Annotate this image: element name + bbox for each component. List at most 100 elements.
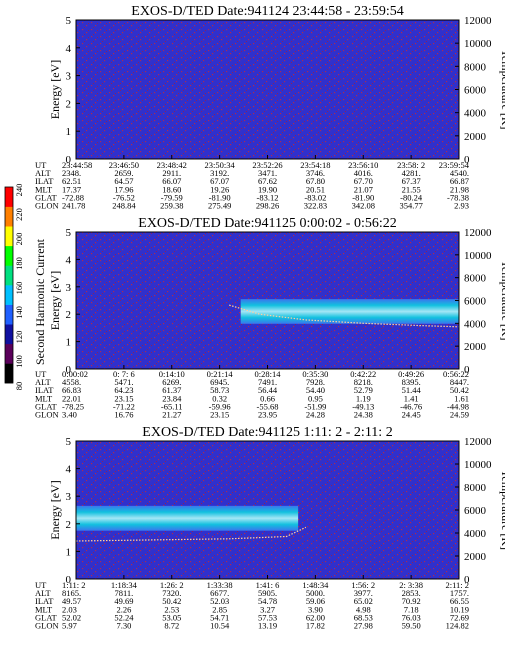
- ephemeris-value: 0:56:22: [443, 369, 469, 379]
- temperature-tick-label: 12000: [464, 15, 492, 27]
- ephemeris-value: 58.73: [210, 385, 229, 395]
- ephemeris-value: 1:56: 2: [351, 580, 375, 590]
- ephemeris-row-label: UT: [35, 369, 47, 379]
- ephemeris-value: 0.32: [212, 393, 227, 403]
- ephemeris-value: 2659.: [114, 168, 133, 178]
- ephemeris-value: 4558.: [62, 377, 81, 387]
- ephemeris-value: 23:46:50: [109, 160, 139, 170]
- ephemeris-value: 2911.: [162, 168, 181, 178]
- ephemeris-value: 3.40: [62, 410, 77, 420]
- energy-tick-label: 0: [66, 574, 72, 586]
- ephemeris-value: 67.70: [354, 176, 373, 186]
- ephemeris-value: 67.80: [306, 176, 325, 186]
- ephemeris-value: 0:49:26: [398, 369, 424, 379]
- ephemeris-value: 8447.: [450, 377, 469, 387]
- ephemeris-row-label: GLON: [35, 201, 59, 211]
- ephemeris-value: 21.55: [402, 184, 421, 194]
- ephemeris-value: 10.54: [210, 621, 230, 631]
- ephemeris-value: 61.37: [162, 385, 181, 395]
- ephemeris-value: 18.60: [162, 184, 181, 194]
- ephemeris-value: 259.38: [160, 201, 183, 211]
- ephemeris-value: 4281.: [402, 168, 421, 178]
- ephemeris-value: -76.52: [113, 192, 135, 202]
- ephemeris-value: 6269.: [162, 377, 181, 387]
- temperature-tick-label: 0: [464, 574, 470, 586]
- ephemeris-value: 0:14:10: [159, 369, 185, 379]
- ephemeris-value: 124.82: [446, 621, 469, 631]
- ephemeris-value: 54.78: [258, 596, 277, 606]
- ephemeris-value: 52.24: [114, 612, 134, 622]
- ephemeris-value: 1:33:38: [207, 580, 233, 590]
- temperature-tick-label: 2000: [464, 131, 487, 143]
- ephemeris-value: 27.98: [354, 621, 373, 631]
- temperature-tick-label: 10000: [464, 38, 492, 50]
- ephemeris-value: 2.03: [62, 604, 77, 614]
- ephemeris-value: 56.44: [258, 385, 278, 395]
- ephemeris-value: 1.41: [404, 393, 419, 403]
- ephemeris-value: 5471.: [114, 377, 133, 387]
- colorbar-tick-label: 140: [14, 306, 24, 319]
- ephemeris-value: -59.96: [209, 401, 231, 411]
- energy-tick-label: 3: [66, 491, 72, 503]
- ephemeris-value: 7.18: [404, 604, 419, 614]
- energy-tick-label: 1: [66, 337, 72, 349]
- temperature-tick-label: 6000: [464, 85, 487, 97]
- ephemeris-value: 66.83: [62, 385, 81, 395]
- plasma-band: [76, 505, 299, 531]
- ephemeris-row-label: MLT: [35, 393, 53, 403]
- ephemeris-value: 66.55: [450, 596, 469, 606]
- ephemeris-value: 67.37: [402, 176, 421, 186]
- ephemeris-value: 51.44: [402, 385, 422, 395]
- ephemeris-value: -81.90: [209, 192, 231, 202]
- panel-title: EXOS-D/TED Date:941125 0:00:02 - 0:56:22: [138, 216, 396, 231]
- ephemeris-value: 49.57: [62, 596, 81, 606]
- colorbar-cell: [5, 206, 13, 227]
- ephemeris-value: 2.85: [212, 604, 227, 614]
- ephemeris-value: 7320.: [162, 588, 181, 598]
- energy-tick-label: 1: [66, 126, 72, 138]
- ephemeris-value: 7811.: [114, 588, 133, 598]
- ephemeris-value: 5.97: [62, 621, 77, 631]
- colorbar-cell: [5, 324, 13, 345]
- ephemeris-value: 23:50:34: [205, 160, 236, 170]
- ephemeris-value: 23.84: [162, 393, 182, 403]
- ephemeris-value: 8218.: [354, 377, 373, 387]
- ephemeris-row-label: ALT: [35, 377, 52, 387]
- ephemeris-value: 19.90: [258, 184, 277, 194]
- ephemeris-value: 4540.: [450, 168, 469, 178]
- ephemeris-row-label: ILAT: [35, 596, 54, 606]
- ephemeris-value: 70.92: [402, 596, 421, 606]
- ephemeris-value: 52.02: [62, 612, 81, 622]
- ephemeris-value: 0:00:02: [62, 369, 88, 379]
- ephemeris-value: 241.78: [62, 201, 85, 211]
- ephemeris-value: 66.87: [450, 176, 469, 186]
- temperature-tick-label: 2000: [464, 551, 487, 563]
- ephemeris-value: 21.27: [162, 410, 181, 420]
- ephemeris-value: 2853.: [402, 588, 421, 598]
- ephemeris-value: 8395.: [402, 377, 421, 387]
- ephemeris-value: 20.51: [306, 184, 325, 194]
- ephemeris-value: 3.90: [308, 604, 323, 614]
- colorbar-label: Second Harmonic Current: [33, 238, 47, 365]
- colorbar-tick-label: 120: [14, 331, 24, 344]
- ephemeris-value: 1:18:34: [111, 580, 138, 590]
- ephemeris-value: -80.24: [400, 192, 423, 202]
- ephemeris-value: 0:42:22: [350, 369, 376, 379]
- ephemeris-value: 24.59: [450, 410, 469, 420]
- ephemeris-value: 21.98: [450, 184, 469, 194]
- ephemeris-row-label: ALT: [35, 588, 52, 598]
- ephemeris-value: 2: 3:38: [399, 580, 423, 590]
- ephemeris-row-label: ILAT: [35, 176, 54, 186]
- ephemeris-value: 5905.: [258, 588, 277, 598]
- ephemeris-value: 3471.: [258, 168, 277, 178]
- ephemeris-value: 24.28: [306, 410, 325, 420]
- ephemeris-value: 23:52:26: [252, 160, 282, 170]
- ephemeris-value: 3977.: [354, 588, 373, 598]
- temperature-trace: [75, 526, 307, 542]
- ephemeris-value: 7928.: [306, 377, 325, 387]
- temperature-tick-label: 4000: [464, 528, 487, 540]
- colorbar-tick-label: 200: [14, 233, 24, 246]
- ephemeris-value: 62.00: [306, 612, 325, 622]
- ephemeris-value: 0:28:14: [255, 369, 282, 379]
